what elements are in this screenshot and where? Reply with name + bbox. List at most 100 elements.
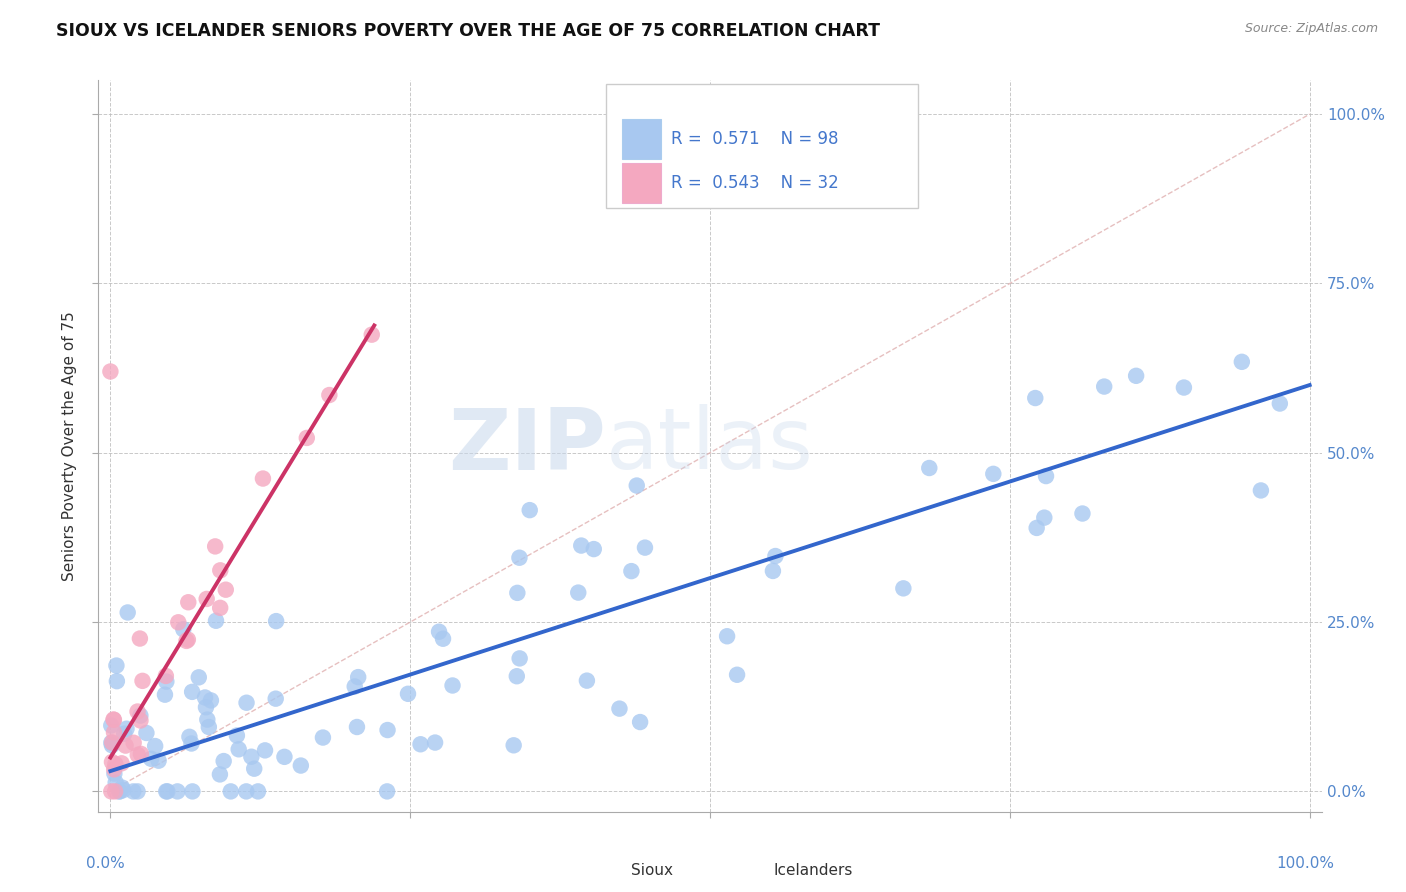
Point [139, 752, 162, 766]
Point [101, 738, 124, 752]
Point [156, 784, 179, 798]
Point [111, 780, 134, 795]
Point [252, 471, 274, 485]
Point [246, 784, 269, 798]
Text: Icelanders: Icelanders [773, 863, 853, 879]
Text: Source: ZipAtlas.com: Source: ZipAtlas.com [1244, 22, 1378, 36]
Point [127, 705, 149, 719]
Point [1092, 379, 1115, 393]
Point [716, 629, 738, 643]
Point [180, 737, 202, 751]
Point [105, 658, 128, 673]
Point [115, 722, 138, 736]
Point [177, 595, 200, 609]
Point [273, 749, 295, 764]
Bar [621, 162, 661, 202]
Point [117, 606, 139, 620]
Point [209, 563, 232, 577]
Point [1250, 483, 1272, 498]
Point [101, 735, 124, 749]
Point [509, 651, 531, 665]
Text: R =  0.571    N = 98: R = 0.571 N = 98 [671, 130, 838, 148]
Point [290, 758, 312, 772]
Point [153, 688, 176, 702]
Point [1230, 355, 1253, 369]
Point [508, 550, 530, 565]
Point [143, 739, 166, 753]
Point [1173, 380, 1195, 394]
Point [198, 720, 221, 734]
Point [103, 713, 125, 727]
Point [148, 754, 170, 768]
Point [264, 614, 287, 628]
Point [1033, 510, 1056, 524]
Point [506, 669, 529, 683]
Text: 100.0%: 100.0% [1275, 855, 1334, 871]
Point [105, 674, 128, 689]
Point [155, 669, 177, 683]
Point [166, 784, 188, 798]
Point [100, 718, 122, 732]
Point [155, 674, 177, 689]
Point [181, 685, 204, 699]
Point [253, 743, 276, 757]
Point [409, 737, 432, 751]
Point [264, 691, 287, 706]
Point [122, 736, 145, 750]
Point [181, 784, 204, 798]
Point [582, 542, 605, 557]
Text: SIOUX VS ICELANDER SENIORS POVERTY OVER THE AGE OF 75 CORRELATION CHART: SIOUX VS ICELANDER SENIORS POVERTY OVER … [56, 22, 880, 40]
Point [209, 600, 232, 615]
Point [893, 582, 915, 596]
Point [1024, 391, 1046, 405]
Point [208, 767, 231, 781]
Point [918, 461, 941, 475]
Point [375, 784, 398, 798]
Point [628, 714, 651, 729]
Point [609, 701, 631, 715]
Point [427, 624, 450, 639]
Point [131, 673, 153, 688]
Point [215, 582, 238, 597]
Point [177, 632, 200, 647]
Y-axis label: Seniors Poverty Over the Age of 75: Seniors Poverty Over the Age of 75 [62, 311, 77, 581]
Point [103, 725, 125, 739]
Point [128, 632, 150, 646]
Point [127, 784, 149, 798]
Point [225, 729, 247, 743]
Point [318, 388, 340, 402]
Point [360, 327, 382, 342]
Point [129, 714, 152, 728]
Point [343, 680, 366, 694]
Point [194, 700, 217, 714]
Point [108, 784, 131, 798]
Text: ZIP: ZIP [449, 404, 606, 488]
Point [981, 467, 1004, 481]
Point [575, 673, 598, 688]
Point [172, 622, 194, 636]
Point [377, 723, 399, 737]
Bar [741, 857, 768, 885]
Point [1268, 396, 1291, 410]
Text: R =  0.543    N = 32: R = 0.543 N = 32 [671, 174, 838, 192]
Point [432, 632, 454, 646]
Point [122, 784, 145, 798]
Point [423, 735, 446, 749]
Point [104, 784, 127, 798]
Bar [621, 119, 661, 159]
Point [100, 736, 122, 750]
Text: 0.0%: 0.0% [86, 855, 125, 871]
Point [567, 585, 589, 599]
Point [129, 747, 152, 761]
Point [295, 431, 318, 445]
Point [762, 564, 785, 578]
Point [1035, 469, 1057, 483]
Point [1071, 507, 1094, 521]
Point [228, 742, 250, 756]
Point [127, 747, 149, 762]
Point [135, 726, 157, 740]
Point [167, 615, 190, 630]
Point [103, 713, 125, 727]
Point [179, 730, 201, 744]
Point [200, 693, 222, 707]
